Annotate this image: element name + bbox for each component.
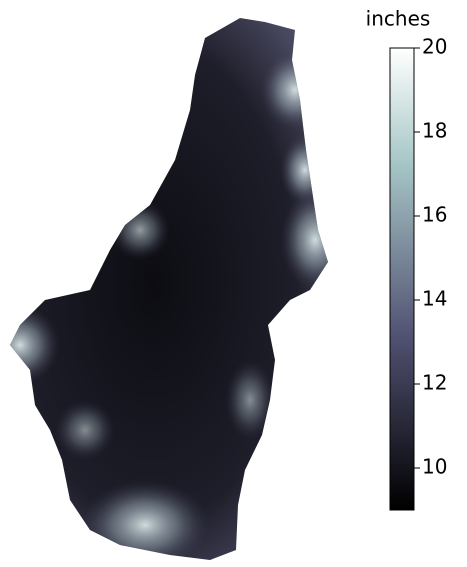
precipitation-raster: [0, 0, 350, 567]
colorbar: [390, 48, 414, 510]
colorbar-tick-label: 10: [422, 455, 447, 479]
colorbar-label: inches: [366, 7, 431, 31]
colorbar-tick-label: 20: [422, 35, 447, 59]
colorbar-tick-label: 12: [422, 371, 447, 395]
colorbar-tick-label: 14: [422, 287, 447, 311]
map-figure: inches 10 12 14 16 18 20: [0, 0, 467, 567]
colorbar-tick-label: 18: [422, 119, 447, 143]
colorbar-tick-label: 16: [422, 203, 447, 227]
